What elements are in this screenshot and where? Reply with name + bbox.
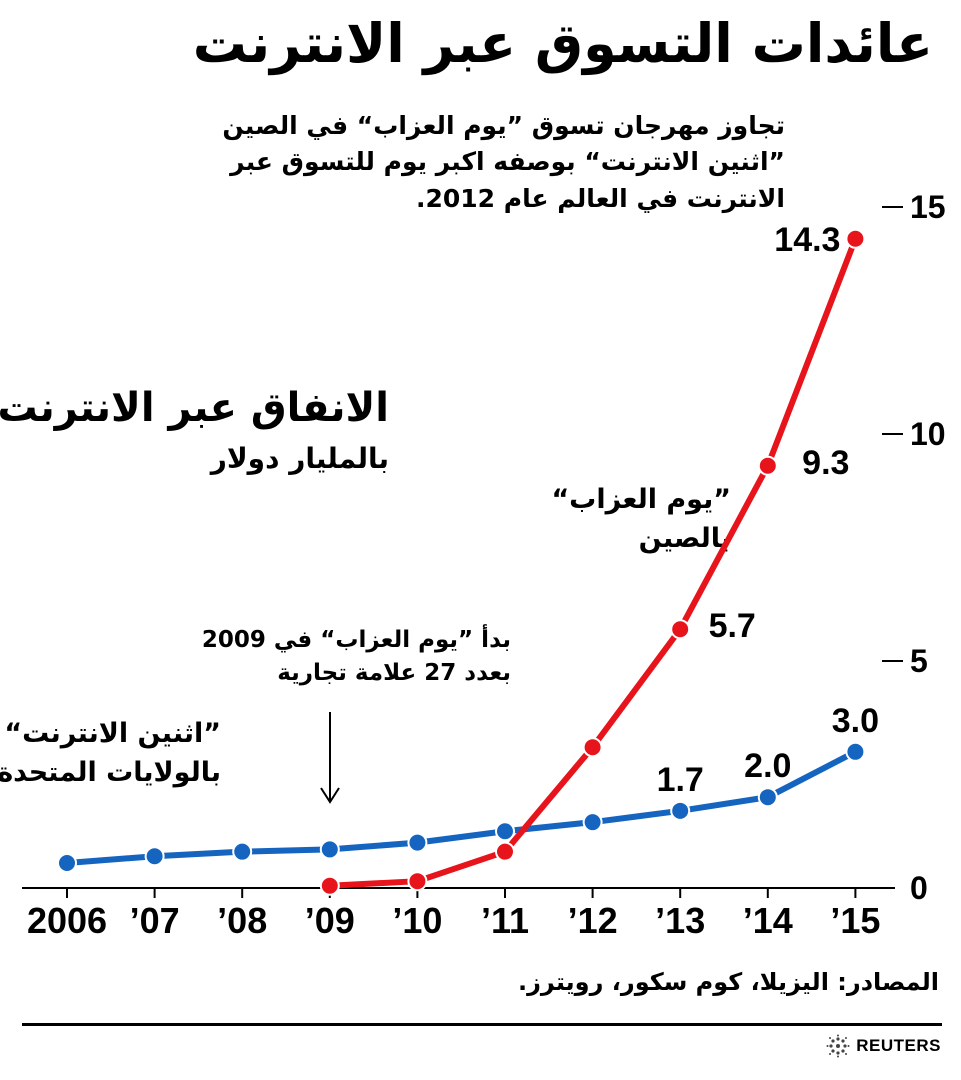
x-tick-label: 2006: [27, 900, 107, 941]
china-data-point: [407, 871, 428, 892]
y-tick-label: 15: [910, 189, 946, 225]
annotation-2009-line2: بعدد 27 علامة تجارية: [277, 660, 511, 687]
footer-divider: [22, 1023, 942, 1026]
reuters-logo-text: REUTERS: [856, 1036, 941, 1055]
china-series-line: [326, 235, 859, 889]
us-data-label: 3.0: [832, 702, 879, 740]
us-data-point: [57, 853, 77, 874]
us-series-line: [64, 748, 859, 867]
us-data-point: [757, 787, 778, 808]
x-tick-label: ’09: [305, 900, 355, 941]
china-data-label: 9.3: [802, 444, 849, 482]
chart-title: الانفاق عبر الانترنت: [0, 385, 389, 431]
reuters-logo: REUTERS: [826, 1033, 941, 1059]
x-tick-label: ’11: [481, 900, 529, 941]
us-data-label: 2.0: [744, 747, 791, 785]
china-label-line2: بالصين: [638, 523, 731, 555]
x-tick-label: ’08: [217, 900, 267, 941]
reuters-logo-icon: [826, 1034, 850, 1058]
x-tick-label: ’10: [392, 900, 442, 941]
us-data-point: [670, 800, 691, 821]
annotation-2009: بدأ ”يوم العزاب“ في 2009 بعدد 27 علامة ت…: [191, 624, 511, 691]
us-data-point: [495, 821, 515, 842]
chart-subtitle: بالمليار دولار: [210, 442, 389, 475]
china-data-point: [495, 841, 515, 862]
chart-series: 5.7 9.3 14.3 1.7 2.0 3.0: [57, 221, 879, 896]
china-data-point: [670, 619, 691, 640]
china-data-label: 5.7: [709, 607, 756, 645]
annotation-2009-line1: بدأ ”يوم العزاب“ في 2009: [201, 627, 511, 653]
us-data-label: 1.7: [657, 761, 704, 799]
x-tick-label: ’14: [743, 900, 793, 941]
china-data-point: [757, 455, 778, 476]
x-tick-label: ’15: [830, 900, 880, 941]
china-data-point: [845, 228, 866, 249]
china-series-label: ”يوم العزاب“ بالصين: [471, 480, 731, 558]
us-label-line2: بالولايات المتحدة: [0, 757, 221, 789]
us-data-point: [845, 741, 866, 762]
x-tick-label: ’07: [130, 900, 180, 941]
y-tick-label: 10: [910, 416, 946, 452]
intro-text: تجاوز مهرجان تسوق ”يوم العزاب“ في الصين …: [222, 111, 785, 213]
page-title: عائدات التسوق عبر الانترنت: [192, 12, 933, 75]
us-series-label: ”اثنين الانترنت“ بالولايات المتحدة: [0, 714, 221, 792]
y-tick-label: 0: [910, 870, 928, 906]
x-tick-label: ’12: [568, 900, 618, 941]
chart-axes: 2006 ’07 ’08 ’09 ’10 ’11 ’12 ’13 ’14 ’15 0 5 10 15: [22, 189, 946, 941]
y-tick-label: 5: [910, 643, 928, 679]
us-data-point: [144, 846, 165, 867]
china-label-line1: ”يوم العزاب“: [551, 484, 731, 515]
china-data-label: 14.3: [774, 221, 840, 259]
china-data-point: [319, 875, 340, 896]
x-tick-label: ’13: [655, 900, 705, 941]
sources-text: المصادر: اليزيلا، كوم سكور، رويترز.: [518, 968, 939, 996]
us-label-line1: ”اثنين الانترنت“: [4, 718, 221, 749]
china-data-point: [582, 737, 603, 758]
us-data-point: [582, 812, 603, 833]
annotation-arrow-head: [320, 787, 340, 804]
us-data-point: [232, 841, 253, 862]
us-data-point: [407, 832, 428, 853]
us-data-point: [319, 839, 340, 860]
